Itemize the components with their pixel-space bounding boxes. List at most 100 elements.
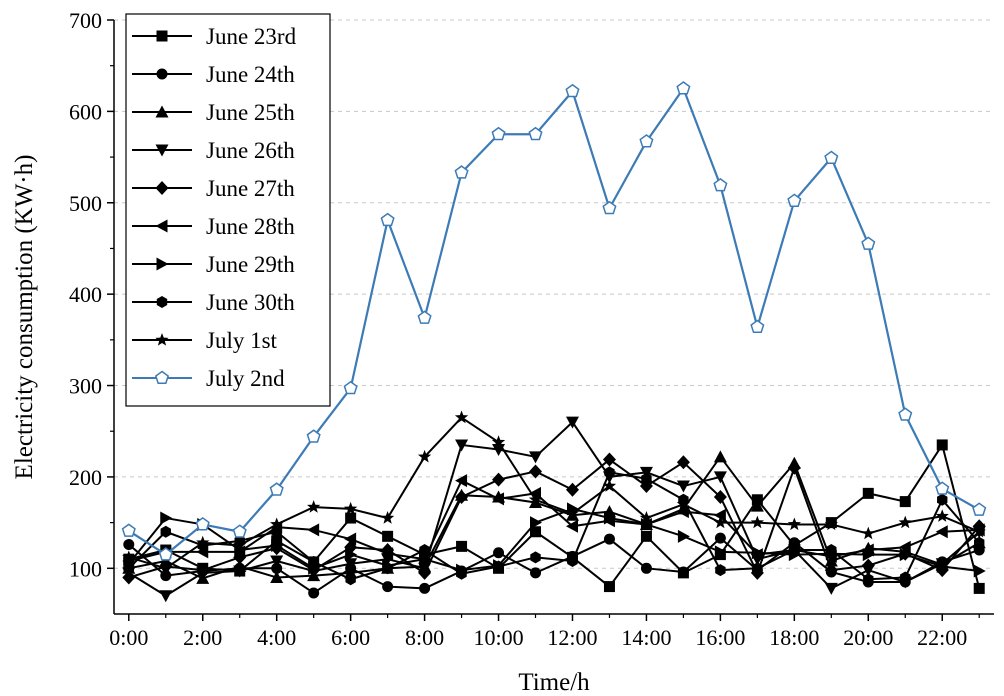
- point-8-15: [676, 497, 691, 510]
- point-5-7: [381, 547, 394, 561]
- point-7-8: [419, 544, 430, 557]
- series-8: [122, 410, 986, 574]
- point-0-7: [382, 530, 394, 542]
- x-tick-label-10: 20:00: [843, 625, 893, 650]
- point-8-6: [343, 501, 358, 515]
- series-7: [123, 466, 985, 586]
- series-line-3: [128, 421, 980, 597]
- y-tick-label-2: 300: [69, 374, 102, 399]
- point-7-10: [493, 560, 504, 573]
- point-9-19: [824, 150, 839, 164]
- point-7-7: [382, 562, 393, 575]
- point-4-10: [492, 472, 506, 487]
- point-3-15: [676, 480, 690, 493]
- point-8-8: [417, 449, 432, 463]
- point-6-20: [862, 548, 875, 562]
- point-9-16: [713, 177, 728, 192]
- point-4-19: [824, 563, 838, 578]
- point-4-12: [565, 482, 579, 497]
- point-3-16: [713, 471, 727, 484]
- legend-label-7: June 30th: [206, 290, 295, 315]
- point-7-20: [863, 573, 874, 586]
- point-9-15: [676, 81, 691, 95]
- point-3-3: [233, 565, 247, 578]
- point-8-21: [898, 515, 912, 529]
- point-8-10: [491, 435, 506, 448]
- point-8-0: [122, 550, 136, 563]
- point-4-20: [861, 558, 875, 573]
- y-tick-label-6: 700: [69, 8, 102, 33]
- point-4-9: [455, 490, 469, 505]
- point-7-0: [123, 562, 134, 575]
- point-0-20: [862, 487, 874, 499]
- point-8-23: [972, 524, 986, 538]
- point-9-6: [343, 380, 358, 395]
- point-2-16: [713, 450, 727, 463]
- point-7-22: [937, 493, 948, 506]
- point-1-14: [640, 562, 652, 574]
- point-7-19: [826, 544, 837, 557]
- point-4-0: [122, 570, 136, 585]
- x-tick-label-9: 18:00: [769, 625, 819, 650]
- point-1-13: [603, 533, 615, 545]
- point-1-10: [493, 547, 505, 559]
- point-8-17: [750, 515, 765, 529]
- series-layer: [121, 81, 987, 603]
- point-7-18: [789, 544, 800, 557]
- point-7-6: [345, 573, 356, 586]
- point-0-13: [603, 581, 615, 593]
- series-line-4: [128, 458, 980, 579]
- series-line-9: [128, 87, 980, 556]
- legend-marker-3: [155, 144, 169, 157]
- point-8-22: [935, 509, 949, 522]
- y-tick-label-4: 500: [69, 191, 102, 216]
- point-4-16: [713, 490, 727, 505]
- legend-label-2: June 25th: [206, 100, 295, 125]
- point-8-16: [713, 515, 728, 529]
- y-axis-title: Electricity consumption (KW·h): [11, 155, 38, 480]
- point-8-19: [824, 517, 838, 531]
- legend-marker-4: [155, 181, 169, 195]
- point-6-4: [271, 538, 284, 552]
- point-3-4: [270, 555, 284, 568]
- point-3-19: [824, 582, 838, 595]
- point-6-8: [419, 552, 432, 566]
- x-tick-label-1: 2:00: [183, 625, 222, 650]
- point-5-5: [307, 523, 320, 537]
- point-7-17: [752, 562, 763, 575]
- point-3-11: [529, 451, 543, 464]
- point-6-15: [677, 529, 690, 543]
- x-tick-label-0: 0:00: [109, 625, 148, 650]
- point-7-9: [456, 567, 467, 580]
- point-7-12: [567, 555, 578, 567]
- point-4-15: [676, 455, 690, 470]
- point-1-5: [308, 587, 320, 599]
- legend-label-1: June 24th: [206, 62, 295, 87]
- y-tick-label-0: 100: [69, 556, 102, 581]
- point-9-8: [417, 310, 432, 324]
- legend-marker-9: [154, 370, 170, 385]
- legend-marker-8: [155, 333, 169, 346]
- point-7-21: [900, 571, 911, 584]
- point-8-18: [787, 517, 801, 531]
- point-5-22: [935, 525, 948, 539]
- point-9-7: [380, 212, 395, 227]
- point-1-11: [530, 567, 542, 579]
- x-tick-label-3: 6:00: [331, 625, 370, 650]
- point-7-14: [641, 472, 652, 485]
- x-tick-label-7: 14:00: [621, 625, 671, 650]
- point-9-20: [861, 236, 876, 250]
- point-9-13: [602, 200, 617, 215]
- point-9-0: [121, 523, 136, 537]
- point-1-4: [271, 562, 283, 574]
- point-0-6: [345, 512, 357, 524]
- x-tick-label-8: 16:00: [695, 625, 745, 650]
- y-tick-label-1: 200: [69, 465, 102, 490]
- point-6-22: [936, 559, 949, 573]
- point-0-9: [456, 540, 468, 552]
- legend-marker-1: [156, 68, 168, 80]
- point-1-8: [419, 582, 431, 594]
- point-6-11: [530, 516, 543, 530]
- x-tick-label-2: 4:00: [257, 625, 296, 650]
- series-9: [121, 81, 987, 561]
